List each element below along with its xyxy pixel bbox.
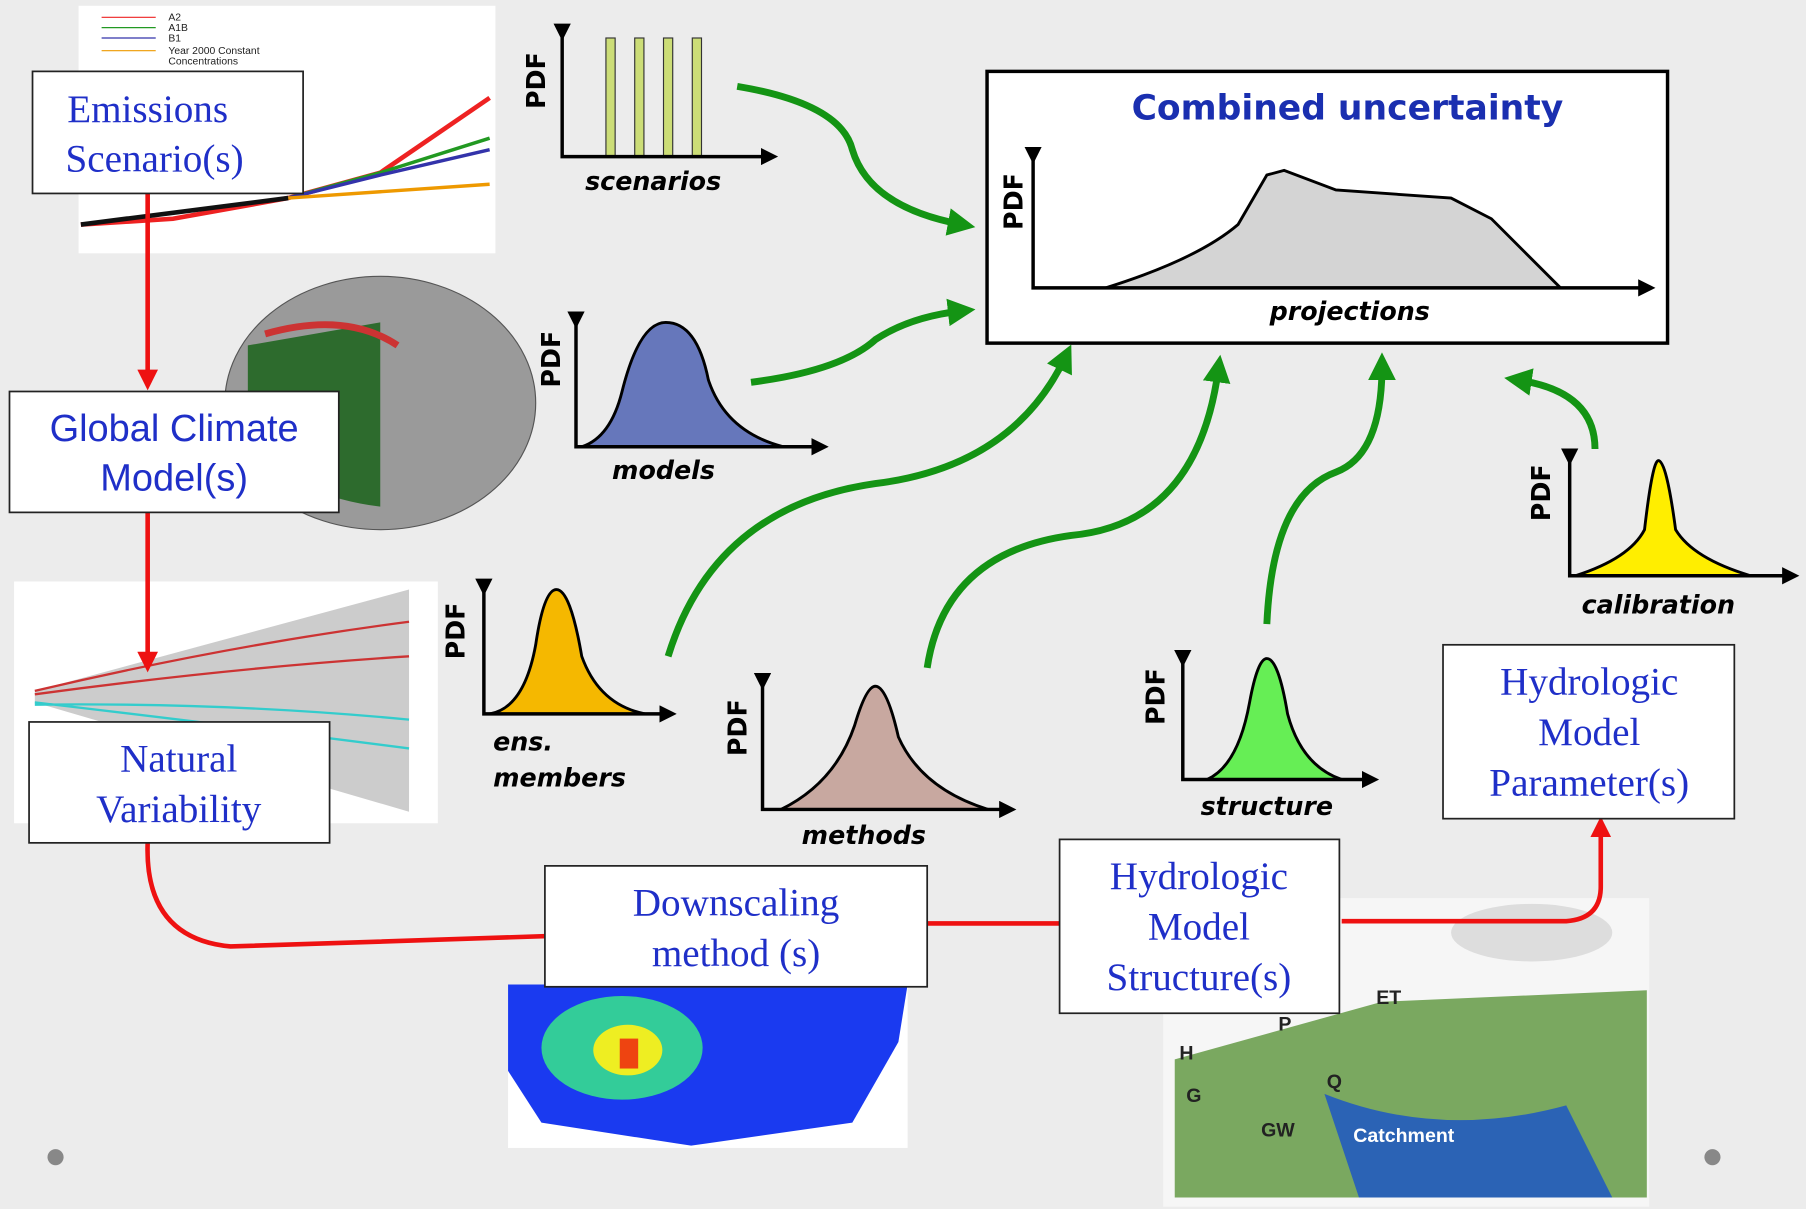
pdf-panel: PDF ens. members <box>440 578 677 792</box>
pdf-panel: PDF scenarios <box>521 23 779 196</box>
y-axis-label: PDF <box>521 52 551 109</box>
y-axis-label: PDF <box>1140 668 1170 725</box>
legend-label: A2 <box>168 13 181 24</box>
node: Hydrologic Model Structure(s) <box>1058 838 1341 1015</box>
node-label: Emissions <box>67 88 228 131</box>
catchment-label: GW <box>1261 1119 1295 1141</box>
x-axis-label: models <box>612 455 715 485</box>
catchment-label: G <box>1186 1085 1201 1107</box>
x-axis-label: ens. <box>493 727 553 757</box>
pdf-panel: PDF structure <box>1140 649 1380 821</box>
node-label: Natural <box>120 737 237 780</box>
x-axis-label: members <box>493 762 626 792</box>
node-label: Parameter(s) <box>1489 762 1689 805</box>
x-axis-label: projections <box>1269 296 1430 326</box>
node-label: Model <box>1538 711 1640 754</box>
x-axis-label: structure <box>1201 791 1334 821</box>
node-label: Global Climate <box>50 408 299 450</box>
x-axis-label: calibration <box>1582 590 1735 620</box>
node-label: Structure(s) <box>1107 956 1292 999</box>
y-axis-label: PDF <box>536 331 566 388</box>
node-label: Model(s) <box>100 458 248 500</box>
slide-dot <box>1704 1149 1721 1166</box>
y-axis-label: PDF <box>1526 464 1556 521</box>
combined-panel: Combined uncertainty PDF projections <box>985 69 1670 345</box>
combined-title: Combined uncertainty <box>1132 89 1564 129</box>
legend-label: Concentrations <box>168 56 238 67</box>
node-label: Scenario(s) <box>65 138 243 181</box>
catchment-label: Catchment <box>1353 1125 1455 1147</box>
node-label: Downscaling <box>633 881 839 924</box>
catchment-label: Q <box>1327 1071 1342 1093</box>
x-axis-label: methods <box>802 820 926 850</box>
pdf-panel: PDF models <box>536 311 829 485</box>
node-label: Hydrologic <box>1110 855 1288 898</box>
catchment-label: ET <box>1376 987 1401 1009</box>
pdf-panel: PDF methods <box>722 673 1017 850</box>
y-axis-label: PDF <box>999 173 1029 230</box>
node: Hydrologic Model Parameter(s) <box>1442 643 1736 820</box>
node-label: Variability <box>96 788 262 831</box>
legend-label: A1B <box>168 23 188 34</box>
slide-dot <box>47 1149 64 1166</box>
downscaling-map-image <box>508 984 908 1148</box>
node: Emissions Scenario(s) <box>31 70 304 195</box>
node: Downscaling method (s) <box>544 865 929 988</box>
pdf-panel: PDF calibration <box>1526 448 1800 620</box>
node-label: Hydrologic <box>1500 660 1678 703</box>
catchment-label: P <box>1278 1014 1291 1036</box>
node: Natural Variability <box>28 721 331 844</box>
legend-label: Year 2000 Constant <box>168 46 259 57</box>
y-axis-label: PDF <box>440 603 470 660</box>
catchment-label: H <box>1179 1042 1193 1064</box>
legend-label: B1 <box>168 33 181 44</box>
y-axis-label: PDF <box>722 699 752 756</box>
node: Global Climate Model(s) <box>8 390 340 514</box>
node-label: method (s) <box>652 932 820 975</box>
node-label: Model <box>1148 906 1250 949</box>
x-axis-label: scenarios <box>585 166 721 196</box>
